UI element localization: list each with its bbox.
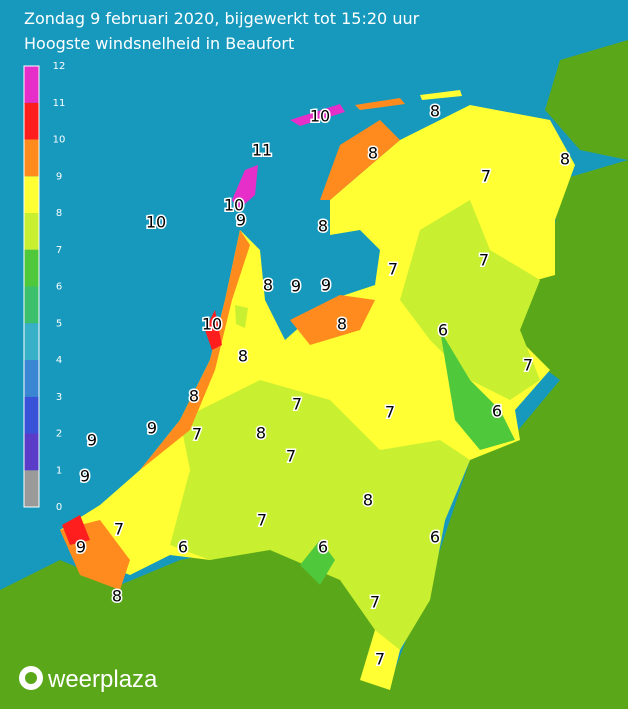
wind-label: 8 xyxy=(337,315,347,334)
wind-label: 8 xyxy=(560,150,570,169)
wind-label: 8 xyxy=(430,102,440,121)
wind-label: 9 xyxy=(76,538,86,557)
land-belgium xyxy=(0,545,400,709)
area-bft-8-flevoland xyxy=(290,295,375,345)
wind-label: 6 xyxy=(438,321,448,340)
legend-band xyxy=(24,249,39,287)
legend-band xyxy=(24,323,39,360)
wind-label: 6 xyxy=(492,402,502,421)
wind-label: 8 xyxy=(238,347,248,366)
wind-label: 7 xyxy=(375,650,385,669)
area-bft-9-zeeland xyxy=(62,515,90,545)
legend-tick: 6 xyxy=(56,282,62,293)
land-germany-north xyxy=(545,40,628,160)
area-bft-7-south xyxy=(170,380,470,650)
legend-tick: 12 xyxy=(53,61,66,72)
legend-band xyxy=(24,470,39,507)
wind-label: 9 xyxy=(147,419,157,438)
legend-band xyxy=(24,176,39,213)
legend-tick: 7 xyxy=(56,245,62,256)
title: Zondag 9 februari 2020, bijgewerkt tot 1… xyxy=(24,9,420,28)
legend-band xyxy=(24,139,39,177)
area-bft-7-holland xyxy=(235,305,248,328)
wind-label: 8 xyxy=(318,217,328,236)
legend-tick: 10 xyxy=(53,135,66,146)
wind-label: 10 xyxy=(146,213,166,232)
island-ameland xyxy=(355,98,405,110)
wind-label: 7 xyxy=(370,593,380,612)
legend-tick: 5 xyxy=(56,318,62,329)
legend-band xyxy=(24,213,39,250)
legend-tick: 4 xyxy=(56,355,62,366)
wind-label: 8 xyxy=(112,587,122,606)
logo: weerplaza xyxy=(47,666,158,693)
legend-frame xyxy=(23,65,40,508)
wind-label: 9 xyxy=(291,277,301,296)
wind-label: 7 xyxy=(385,403,395,422)
legend-tick: 9 xyxy=(56,171,62,182)
wind-label: 10 xyxy=(310,107,330,126)
coast-bft-8 xyxy=(140,230,250,470)
wind-label: 7 xyxy=(479,251,489,270)
wind-label: 8 xyxy=(189,387,199,406)
logo-icon-inner xyxy=(25,672,37,684)
wind-label: 7 xyxy=(388,260,398,279)
area-bft-9-coast xyxy=(205,310,222,350)
wind-label: 6 xyxy=(318,538,328,557)
legend-tick: 11 xyxy=(53,98,66,109)
wind-label: 8 xyxy=(263,276,273,295)
wind-label: 7 xyxy=(292,395,302,414)
wind-label: 7 xyxy=(523,356,533,375)
wind-label: 10 xyxy=(202,315,222,334)
island-vlieland xyxy=(290,104,345,126)
wind-label: 6 xyxy=(430,528,440,547)
legend-tick: 0 xyxy=(56,502,62,513)
subtitle: Hoogste windsnelheid in Beaufort xyxy=(24,34,294,53)
wind-label: 8 xyxy=(368,144,378,163)
area-bft-6 xyxy=(440,330,515,450)
wind-label: 9 xyxy=(236,211,246,230)
wind-label: 9 xyxy=(87,431,97,450)
wind-label: 7 xyxy=(257,511,267,530)
wind-label: 10 xyxy=(224,196,244,215)
area-bft-7-east xyxy=(400,200,540,400)
legend-band xyxy=(24,360,39,397)
area-bft-8-north xyxy=(320,120,400,200)
wind-label: 8 xyxy=(256,424,266,443)
area-bft-6-b xyxy=(300,540,335,585)
legend-band xyxy=(24,102,39,140)
legend-band xyxy=(24,433,39,471)
wind-label: 6 xyxy=(178,538,188,557)
legend-band xyxy=(24,286,39,324)
island-schiermonnikoog xyxy=(420,90,462,100)
legend-band xyxy=(24,396,39,434)
legend-tick: 1 xyxy=(56,465,62,476)
wind-label: 9 xyxy=(321,276,331,295)
wind-label: 7 xyxy=(114,520,124,539)
wind-label: 7 xyxy=(481,167,491,186)
legend-tick: 2 xyxy=(56,429,62,440)
legend-tick: 3 xyxy=(56,392,62,403)
wind-label: 11 xyxy=(252,141,272,160)
wind-label: 9 xyxy=(80,467,90,486)
legend-tick: 8 xyxy=(56,208,62,219)
wind-label: 7 xyxy=(286,447,296,466)
wind-label: 8 xyxy=(363,491,373,510)
legend-band xyxy=(24,66,39,103)
island-texel xyxy=(232,165,258,210)
wind-label: 7 xyxy=(192,425,202,444)
land-germany xyxy=(380,160,628,709)
